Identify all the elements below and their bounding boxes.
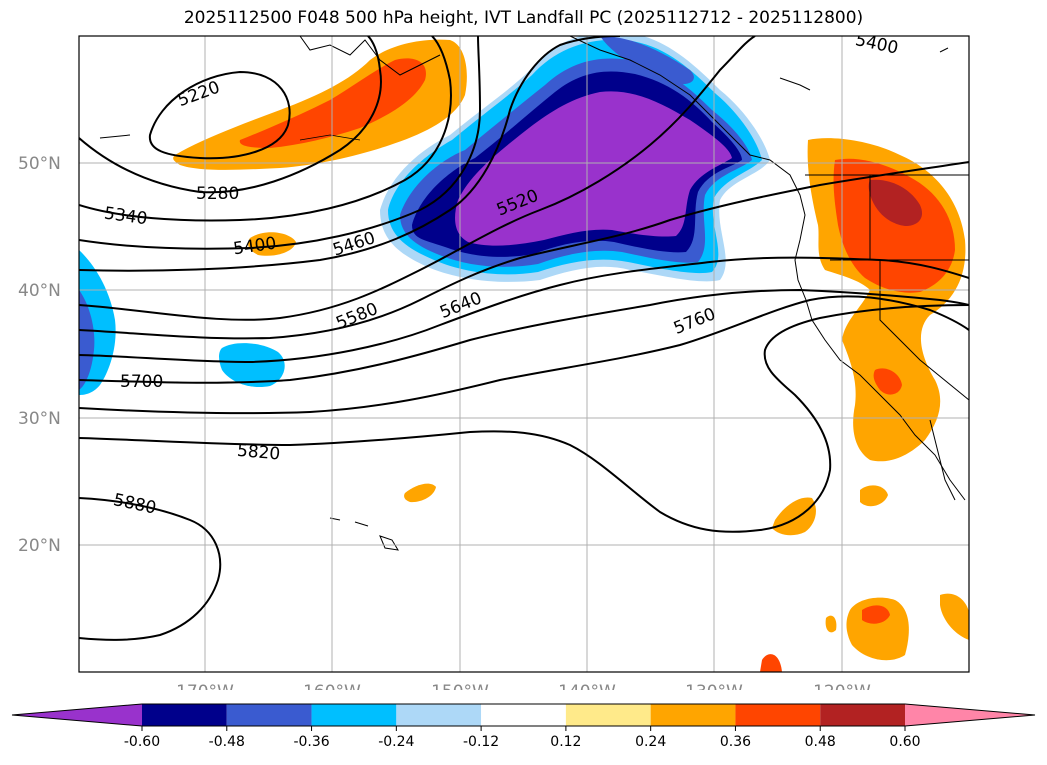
map-frame bbox=[78, 35, 970, 673]
height-contours bbox=[79, 36, 969, 641]
colorbar-tick-label: 0.36 bbox=[720, 734, 751, 750]
colorbar-tick-label: -0.24 bbox=[378, 734, 414, 750]
longitude-labels: 170°W 160°W 150°W 140°W 130°W 120°W bbox=[176, 682, 871, 690]
colorbar-bin bbox=[396, 704, 482, 726]
colorbar-bin bbox=[311, 704, 397, 726]
lat-label: 30°N bbox=[18, 409, 61, 429]
colorbar-tick-label: -0.60 bbox=[124, 734, 160, 750]
negative-ivt-region bbox=[79, 36, 770, 395]
map-title: 2025112500 F048 500 hPa height, IVT Land… bbox=[183, 8, 864, 28]
graticule bbox=[79, 36, 969, 672]
colorbar-bin bbox=[735, 704, 821, 726]
colorbar-tick-label: 0.12 bbox=[550, 734, 581, 750]
map-panel: 5220 5280 5340 5400 5400 5460 5520 5580 … bbox=[18, 35, 970, 690]
lon-label: 150°W bbox=[431, 682, 489, 690]
lat-label: 20°N bbox=[18, 536, 61, 556]
colorbar-bin bbox=[565, 704, 651, 726]
contour-label: 5700 bbox=[120, 372, 163, 392]
latitude-labels: 50°N 40°N 30°N 20°N bbox=[18, 154, 61, 556]
lat-label: 50°N bbox=[18, 154, 61, 174]
colorbar-bin bbox=[905, 704, 1035, 726]
colorbar-tick-label: -0.36 bbox=[293, 734, 329, 750]
lon-label: 120°W bbox=[813, 682, 871, 690]
colorbar-tick-label: 0.24 bbox=[635, 734, 666, 750]
colorbar-tick-label: 0.60 bbox=[889, 734, 920, 750]
colorbar-bin bbox=[650, 704, 736, 726]
colorbar-bin bbox=[12, 704, 142, 726]
colorbar-bins bbox=[11, 703, 1036, 727]
colorbar-tick-label: -0.48 bbox=[209, 734, 245, 750]
colorbar-bin bbox=[820, 704, 905, 726]
colorbar-bin bbox=[142, 704, 227, 726]
lon-label: 170°W bbox=[176, 682, 234, 690]
contour-label: 5280 bbox=[196, 184, 239, 204]
lat-label: 40°N bbox=[18, 281, 61, 301]
lon-label: 160°W bbox=[303, 682, 361, 690]
colorbar-tick-label: -0.12 bbox=[463, 734, 499, 750]
colorbar-bin bbox=[481, 704, 566, 726]
colorbar-outline bbox=[11, 703, 1036, 727]
colorbar-bin bbox=[226, 704, 312, 726]
colorbar-tick-label: 0.48 bbox=[805, 734, 836, 750]
lon-label: 140°W bbox=[558, 682, 616, 690]
contour-label: 5820 bbox=[236, 441, 281, 465]
colorbar-ticks: -0.60 -0.48 -0.36 -0.24 -0.12 0.12 0.24 0.36 0.4… bbox=[124, 726, 921, 750]
lon-label: 130°W bbox=[685, 682, 743, 690]
